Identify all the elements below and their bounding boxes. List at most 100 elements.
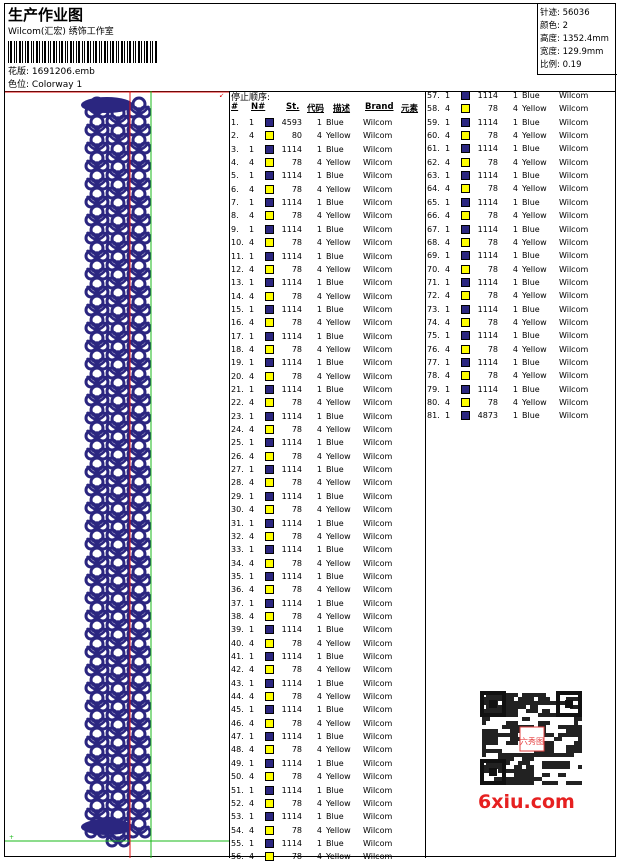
colorway-name: Colorway 1 — [31, 80, 83, 90]
row-code: 4 — [316, 611, 322, 621]
design-info-box: 针迹: 56036 颜色: 2 高度: 1352.4mm 宽度: 129.9mm… — [537, 4, 617, 75]
table-row: 28. 4 78 4 Yellow Wilcom — [231, 477, 425, 490]
row-code: 1 — [316, 358, 322, 368]
thread-swatch — [265, 558, 274, 568]
row-description: Blue — [326, 545, 344, 555]
table-row: 1. 1 4593 1 Blue Wilcom — [231, 117, 425, 130]
row-code: 1 — [316, 224, 322, 234]
row-code: 4 — [316, 184, 322, 194]
row-description: Yellow — [522, 317, 547, 327]
row-stitches: 1114 — [281, 652, 302, 661]
row-needle: 4 — [249, 718, 255, 728]
row-description: Blue — [522, 331, 540, 341]
row-brand: Wilcom — [363, 278, 393, 288]
thread-swatch — [461, 304, 470, 314]
row-index: 67. — [427, 224, 440, 234]
row-code: 1 — [512, 331, 518, 341]
row-index: 8. — [231, 211, 239, 221]
row-description: Blue — [326, 358, 344, 368]
row-description: Blue — [522, 91, 540, 100]
row-index: 3. — [231, 144, 239, 154]
row-brand: Wilcom — [363, 238, 393, 248]
row-index: 55. — [231, 838, 244, 848]
thread-swatch — [461, 344, 470, 354]
row-code: 1 — [512, 171, 518, 181]
row-stitches: 78 — [487, 291, 498, 301]
colorway-label: 色位: — [8, 80, 30, 90]
row-needle: 1 — [249, 251, 255, 261]
row-stitches: 4873 — [477, 411, 498, 421]
row-code: 4 — [316, 505, 322, 515]
row-stitches: 78 — [291, 692, 302, 702]
thread-swatch — [461, 237, 470, 247]
row-needle: 1 — [249, 678, 255, 688]
row-stitches: 78 — [487, 157, 498, 167]
row-brand: Wilcom — [363, 665, 393, 675]
row-needle: 4 — [445, 131, 451, 141]
row-needle: 4 — [249, 798, 255, 808]
row-brand: Wilcom — [559, 411, 589, 421]
row-index: 22. — [231, 398, 244, 408]
row-stitches: 78 — [291, 745, 302, 755]
barcode-icon — [8, 41, 157, 63]
row-brand: Wilcom — [363, 478, 393, 488]
thread-swatch — [461, 331, 470, 341]
row-index: 64. — [427, 184, 440, 194]
row-needle: 4 — [249, 344, 255, 354]
row-stitches: 1114 — [281, 518, 302, 528]
row-description: Blue — [522, 117, 540, 127]
row-index: 32. — [231, 531, 244, 541]
row-brand: Wilcom — [559, 384, 589, 394]
row-needle: 1 — [249, 732, 255, 742]
row-code: 1 — [512, 384, 518, 394]
table-row: 39. 1 1114 1 Blue Wilcom — [231, 624, 425, 637]
row-code: 4 — [316, 478, 322, 488]
row-description: Yellow — [326, 344, 351, 354]
row-brand: Wilcom — [559, 117, 589, 127]
row-code: 1 — [512, 251, 518, 261]
table-row: 14. 4 78 4 Yellow Wilcom — [231, 291, 425, 304]
table-row: 22. 4 78 4 Yellow Wilcom — [231, 397, 425, 410]
row-stitches: 1114 — [477, 384, 498, 394]
row-code: 4 — [316, 585, 322, 595]
row-stitches: 4593 — [281, 118, 302, 127]
row-code: 1 — [316, 118, 322, 127]
row-stitches: 1114 — [281, 358, 302, 368]
row-needle: 4 — [445, 291, 451, 301]
col-header-needle: N# — [251, 102, 266, 112]
table-row: 29. 1 1114 1 Blue Wilcom — [231, 491, 425, 504]
thread-swatch — [265, 625, 274, 635]
row-code: 4 — [316, 318, 322, 328]
row-description: Blue — [326, 251, 344, 261]
thread-swatch — [265, 264, 274, 274]
row-stitches: 78 — [291, 611, 302, 621]
row-brand: Wilcom — [363, 545, 393, 555]
row-stitches: 1114 — [281, 465, 302, 475]
table-row: 5. 1 1114 1 Blue Wilcom — [231, 170, 425, 183]
row-needle: 4 — [249, 451, 255, 461]
thread-swatch — [265, 812, 274, 822]
row-index: 74. — [427, 317, 440, 327]
thread-swatch — [265, 238, 274, 248]
thread-swatch — [461, 104, 470, 114]
row-brand: Wilcom — [559, 277, 589, 287]
company-name: Wilcom(汇宏) 绣饰工作室 — [8, 27, 114, 37]
thread-swatch — [265, 491, 274, 501]
row-needle: 1 — [445, 197, 451, 207]
row-needle: 4 — [249, 184, 255, 194]
row-needle: 4 — [249, 264, 255, 274]
row-description: Blue — [326, 598, 344, 608]
row-brand: Wilcom — [363, 705, 393, 715]
thread-swatch — [265, 785, 274, 795]
thread-swatch — [265, 758, 274, 768]
row-stitches: 1114 — [281, 598, 302, 608]
row-brand: Wilcom — [363, 625, 393, 635]
row-needle: 1 — [249, 465, 255, 475]
row-needle: 4 — [249, 505, 255, 515]
row-needle: 1 — [249, 571, 255, 581]
row-index: 80. — [427, 398, 440, 408]
row-stitches: 78 — [291, 344, 302, 354]
thread-swatch — [265, 158, 274, 168]
thread-swatch — [265, 198, 274, 208]
thread-swatch — [461, 197, 470, 207]
